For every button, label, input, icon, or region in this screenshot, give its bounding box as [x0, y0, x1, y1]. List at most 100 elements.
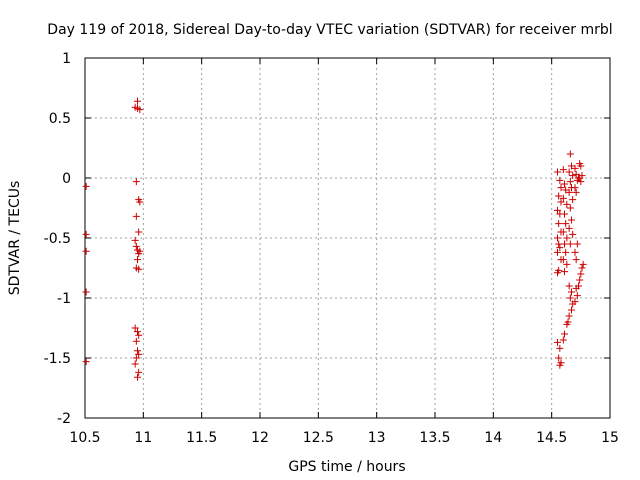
x-tick-label: 13	[368, 430, 386, 446]
data-point	[569, 230, 577, 238]
data-point	[134, 347, 141, 355]
data-point	[577, 270, 585, 278]
data-point	[578, 264, 586, 272]
data-point	[82, 230, 90, 238]
data-point	[566, 240, 574, 248]
data-point	[571, 184, 579, 192]
data-point	[572, 188, 580, 196]
data-point	[136, 247, 144, 255]
data-point	[572, 170, 580, 178]
x-tick-label: 15	[601, 430, 619, 446]
data-point	[554, 206, 561, 214]
data-point	[554, 248, 561, 256]
data-point	[563, 260, 571, 268]
data-point	[575, 282, 582, 290]
data-point	[136, 106, 144, 114]
data-point	[569, 172, 577, 180]
data-point	[131, 236, 139, 244]
data-point	[557, 184, 565, 192]
data-point	[573, 240, 581, 248]
data-point	[556, 344, 564, 352]
data-point	[566, 204, 574, 212]
data-point	[565, 224, 573, 232]
x-tick-label: 14	[484, 430, 502, 446]
data-point	[135, 350, 143, 358]
data-point	[573, 292, 581, 300]
data-point	[134, 328, 141, 336]
data-point	[135, 228, 143, 236]
data-point	[571, 298, 579, 306]
data-point	[556, 176, 564, 184]
data-point	[555, 354, 563, 362]
data-point	[571, 164, 579, 172]
data-point	[565, 312, 573, 320]
data-point	[568, 216, 575, 224]
data-point	[564, 318, 572, 326]
data-point	[134, 97, 141, 105]
data-point	[565, 282, 573, 290]
data-point	[576, 174, 584, 182]
data-point	[562, 220, 570, 228]
data-point	[559, 336, 567, 344]
data-point	[82, 288, 90, 296]
data-point	[132, 337, 140, 345]
data-point	[565, 188, 573, 196]
x-tick-label: 12	[251, 430, 269, 446]
points-layer	[82, 97, 587, 381]
data-point	[568, 288, 575, 296]
data-point	[566, 150, 574, 158]
data-point	[132, 354, 140, 362]
data-point	[561, 180, 568, 188]
x-tick-label: 11.5	[186, 430, 217, 446]
y-tick-label: -0.5	[44, 231, 71, 247]
data-point	[576, 276, 584, 284]
data-point	[132, 178, 140, 186]
data-point	[565, 168, 573, 176]
data-point	[554, 338, 561, 346]
data-point	[131, 324, 139, 332]
data-point	[563, 200, 571, 208]
x-axis-label: GPS time / hours	[288, 459, 405, 475]
data-point	[131, 103, 139, 111]
data-point	[566, 178, 574, 186]
data-point	[132, 242, 140, 250]
data-point	[554, 234, 561, 242]
data-point	[554, 269, 561, 277]
data-point	[134, 373, 141, 381]
data-point	[569, 196, 577, 204]
data-point	[561, 330, 568, 338]
ticks-layer: 10.5 11 11.5 12 12.5 13 13.5 14 14.5 1510.50-0.5-…	[44, 51, 619, 446]
y-tick-label: 1	[62, 51, 71, 67]
x-tick-label: 13.5	[419, 430, 450, 446]
data-point	[577, 178, 585, 186]
data-point	[561, 210, 568, 218]
data-point	[82, 247, 90, 255]
data-point	[572, 256, 580, 264]
y-tick-label: -2	[57, 411, 71, 427]
data-point	[557, 198, 565, 206]
x-tick-label: 14.5	[536, 430, 567, 446]
data-point	[559, 194, 567, 202]
chart-title: Day 119 of 2018, Sidereal Day-to-day VTE…	[47, 22, 612, 38]
data-point	[134, 256, 141, 264]
data-point	[559, 228, 567, 236]
data-point	[135, 368, 143, 376]
x-tick-label: 11	[134, 430, 152, 446]
data-point	[556, 361, 564, 369]
data-point	[136, 198, 144, 206]
data-point	[577, 162, 585, 170]
data-point	[561, 268, 568, 276]
data-point	[135, 331, 143, 339]
data-point	[131, 360, 139, 368]
data-point	[579, 260, 587, 268]
data-point	[566, 294, 574, 302]
x-tick-label: 10.5	[69, 430, 100, 446]
data-point	[571, 248, 579, 256]
data-point	[82, 358, 90, 366]
data-point	[82, 182, 90, 190]
data-point	[555, 220, 563, 228]
data-point	[559, 256, 567, 264]
data-point	[562, 248, 570, 256]
data-point	[132, 212, 140, 220]
